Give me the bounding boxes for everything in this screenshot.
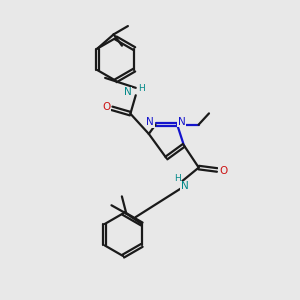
- Text: N: N: [181, 181, 189, 191]
- Text: N: N: [178, 117, 185, 127]
- Text: H: H: [138, 84, 145, 93]
- Text: O: O: [102, 102, 110, 112]
- Text: O: O: [219, 167, 227, 176]
- Text: N: N: [146, 117, 154, 127]
- Text: H: H: [174, 174, 180, 183]
- Text: N: N: [124, 87, 131, 97]
